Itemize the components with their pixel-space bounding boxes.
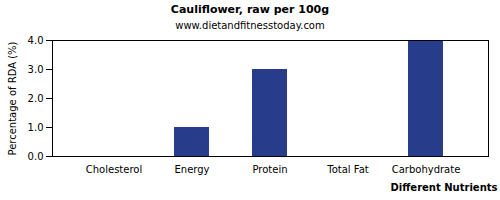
svg-text:3.0: 3.0 xyxy=(28,64,44,75)
html-text:www.dietandfitnesstoday.com: www.dietandfitnesstoday.com xyxy=(175,20,325,31)
svg-text:4.0: 4.0 xyxy=(28,35,44,46)
svg-text:Cholesterol: Cholesterol xyxy=(86,164,142,175)
svg-text:Total Fat: Total Fat xyxy=(326,164,368,175)
svg-text:1.0: 1.0 xyxy=(28,122,44,133)
svg-text:Percentage of RDA (%): Percentage of RDA (%) xyxy=(7,41,18,155)
svg-text:0.0: 0.0 xyxy=(28,151,44,162)
svg-text:Different Nutrients: Different Nutrients xyxy=(391,182,498,193)
svg-text:2.0: 2.0 xyxy=(28,93,44,104)
svg-text:Protein: Protein xyxy=(252,164,287,175)
svg-text:Energy: Energy xyxy=(174,164,209,175)
html-text:Cauliflower, raw per 100g: Cauliflower, raw per 100g xyxy=(170,3,330,16)
svg-text:Carbohydrate: Carbohydrate xyxy=(392,164,461,175)
